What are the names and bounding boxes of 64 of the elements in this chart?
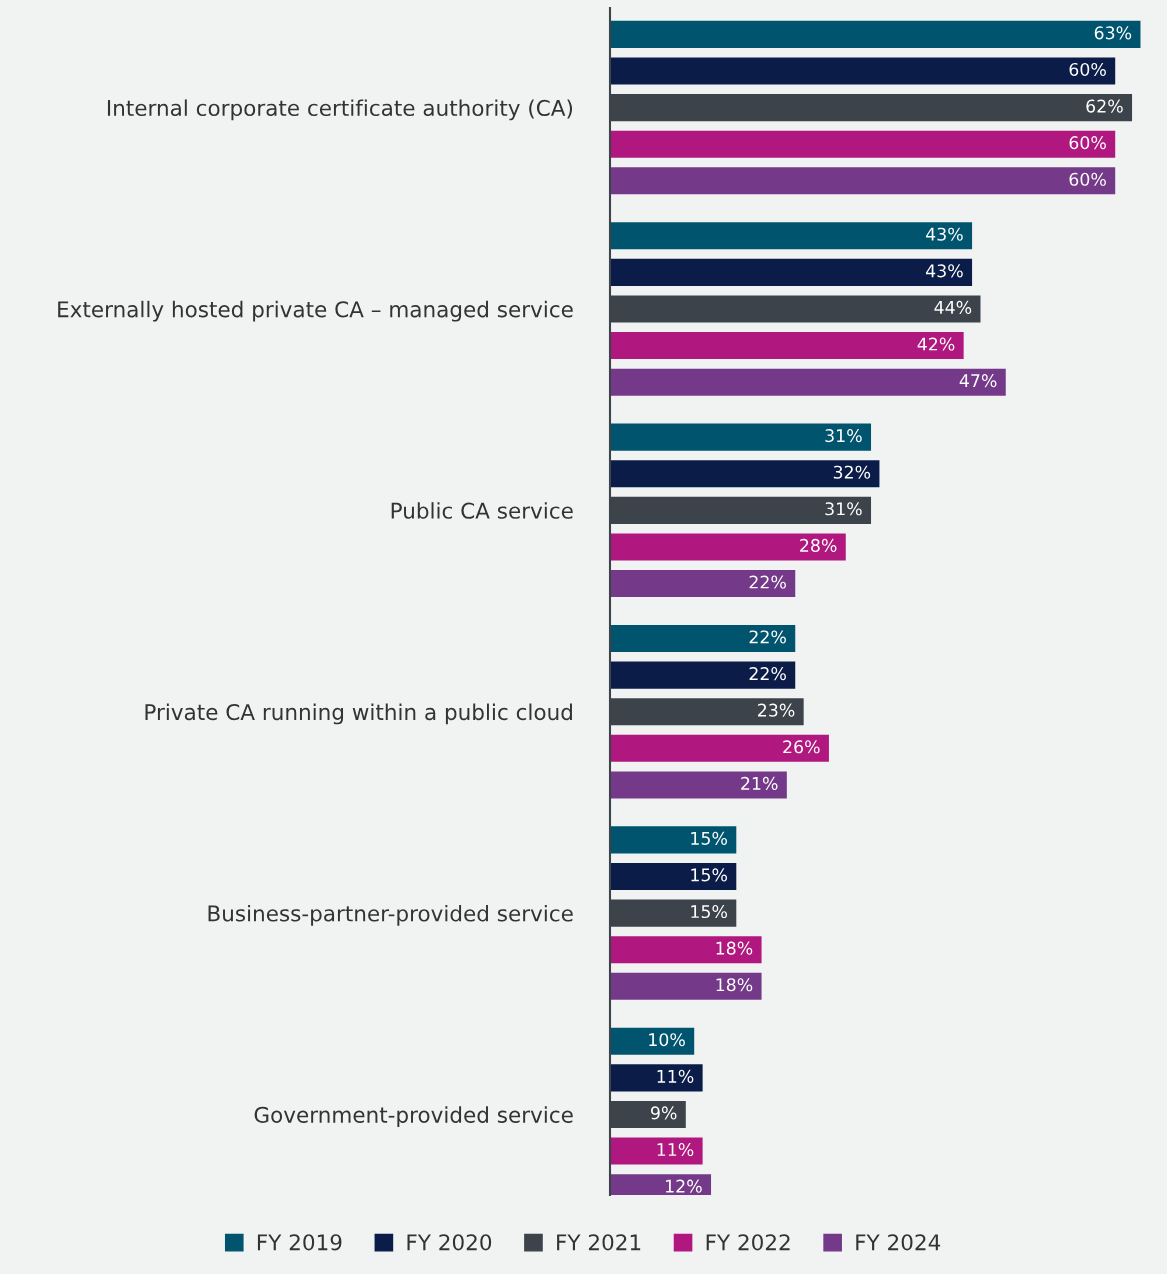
- bar: [610, 57, 1116, 85]
- data-label: 15%: [691, 904, 728, 919]
- bar: [610, 460, 880, 488]
- bar: [610, 332, 964, 360]
- bar: [610, 1064, 703, 1092]
- data-label: 63%: [1094, 26, 1132, 40]
- data-label: 22%: [749, 667, 786, 681]
- bar: [610, 368, 1006, 396]
- data-label: 21%: [741, 776, 778, 790]
- legend-label: FY 2024: [856, 1234, 941, 1251]
- data-label: 12%: [666, 1179, 702, 1193]
- data-label: 15%: [691, 831, 728, 845]
- legend-label: FY 2021: [557, 1234, 641, 1251]
- bar: [610, 222, 973, 250]
- bar: [610, 1027, 695, 1055]
- y-tick-label: Business-partner-provided service: [208, 904, 573, 926]
- bar: [610, 1137, 703, 1165]
- bar: [610, 167, 1116, 195]
- legend-label: FY 2022: [706, 1234, 790, 1251]
- data-label: 62%: [1086, 99, 1123, 113]
- data-label: 31%: [825, 429, 862, 443]
- bar: [610, 771, 787, 799]
- bar: [610, 936, 762, 964]
- bar: [610, 423, 872, 451]
- bar: [610, 533, 846, 561]
- y-tick-label: Government-provided service: [254, 1106, 573, 1128]
- y-tick-label: Externally hosted private CA – managed service: [58, 300, 573, 322]
- data-label: 9%: [651, 1106, 677, 1120]
- data-label: 15%: [691, 868, 728, 882]
- bar: [610, 862, 737, 891]
- bar: [610, 734, 829, 762]
- data-label: 23%: [758, 703, 795, 717]
- data-label: 11%: [657, 1142, 694, 1157]
- data-label: 22%: [749, 630, 786, 644]
- data-label: 43%: [926, 227, 963, 241]
- bar: [610, 20, 1141, 48]
- data-label: 26%: [783, 740, 820, 754]
- data-label: 60%: [1069, 62, 1106, 77]
- legend-label: FY 2020: [407, 1234, 492, 1251]
- bar: [610, 130, 1116, 158]
- data-label: 60%: [1069, 172, 1106, 186]
- data-label: 18%: [716, 978, 753, 992]
- bar: [610, 570, 796, 598]
- data-label: 60%: [1069, 136, 1106, 150]
- data-label: 47%: [959, 374, 997, 388]
- bar: [610, 258, 973, 286]
- data-label: 31%: [825, 502, 862, 516]
- y-tick-label: Private CA running within a public cloud: [145, 703, 572, 725]
- bar: [610, 972, 762, 1000]
- data-label: 32%: [833, 465, 871, 479]
- y-tick-label: Public CA service: [391, 502, 573, 519]
- bar: [610, 624, 796, 653]
- data-label: 11%: [657, 1069, 694, 1083]
- data-label: 42%: [917, 337, 955, 351]
- bar: [610, 661, 796, 689]
- legend-label: FY 2019: [257, 1234, 342, 1251]
- data-label: 44%: [934, 300, 972, 314]
- y-tick-label: Internal corporate certificate authority (CA): [107, 99, 573, 121]
- data-label: 18%: [716, 941, 753, 955]
- data-label: 22%: [749, 575, 786, 589]
- bar: [610, 826, 737, 854]
- data-label: 43%: [926, 264, 963, 278]
- data-label: 10%: [649, 1033, 685, 1047]
- data-label: 28%: [800, 538, 837, 552]
